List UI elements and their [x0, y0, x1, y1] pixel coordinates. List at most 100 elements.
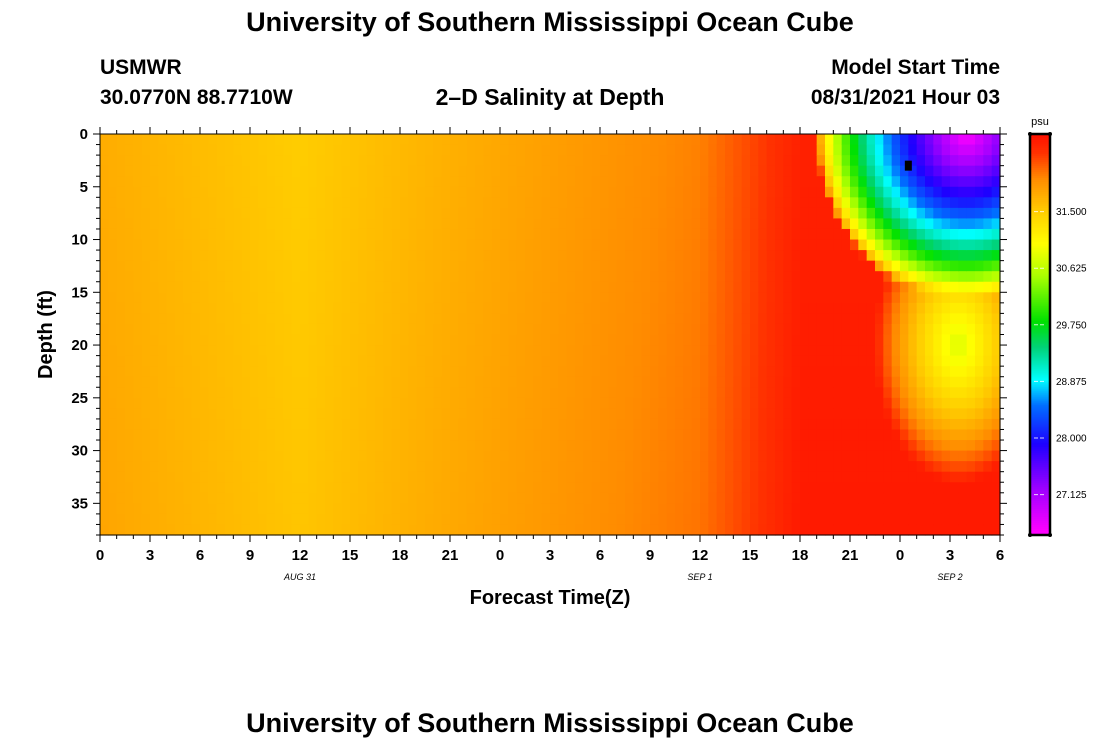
heatmap-cell: [133, 228, 143, 241]
heatmap-cell: [216, 397, 226, 409]
heatmap-cell: [725, 471, 734, 483]
heatmap-cell: [791, 461, 801, 473]
heatmap-cell: [166, 418, 176, 431]
heatmap-cell: [716, 450, 726, 462]
heatmap-cell: [708, 418, 718, 431]
heatmap-cell: [800, 144, 809, 156]
heatmap-cell: [475, 345, 484, 357]
heatmap-cell: [516, 281, 526, 293]
colorbar-swatch: [1031, 448, 1049, 452]
heatmap-cell: [800, 155, 809, 167]
heatmap-cell: [216, 313, 226, 325]
heatmap-cell: [416, 207, 426, 220]
heatmap-cell: [425, 134, 434, 146]
heatmap-cell: [666, 408, 676, 420]
heatmap-cell: [433, 144, 443, 156]
heatmap-cell: [608, 503, 618, 515]
heatmap-cell: [733, 440, 743, 452]
heatmap-cell: [708, 440, 718, 452]
heatmap-cell: [283, 250, 293, 262]
heatmap-cell: [833, 218, 843, 230]
heatmap-cell: [950, 387, 959, 399]
heatmap-cell: [441, 513, 451, 526]
colorbar-corner: [1048, 533, 1052, 537]
heatmap-cell: [208, 503, 218, 515]
heatmap-cell: [333, 482, 343, 494]
heatmap-cell: [208, 271, 218, 283]
heatmap-cell: [933, 250, 943, 262]
heatmap-cell: [733, 239, 743, 251]
colorbar-swatch: [1031, 156, 1049, 159]
heatmap-cell: [283, 366, 293, 378]
heatmap-cell: [733, 355, 743, 367]
heatmap-cell: [833, 260, 843, 272]
heatmap-cell: [533, 513, 543, 526]
heatmap-cell: [600, 482, 609, 494]
colorbar-swatch: [1031, 420, 1049, 424]
heatmap-cell: [466, 271, 476, 283]
heatmap-cell: [925, 440, 934, 452]
heatmap-cell: [941, 397, 951, 409]
heatmap-cell: [891, 281, 901, 293]
heatmap-cell: [675, 524, 684, 536]
heatmap-cell: [866, 165, 876, 177]
heatmap-cell: [258, 302, 268, 314]
heatmap-cell: [666, 345, 676, 357]
heatmap-cell: [825, 323, 834, 336]
heatmap-cell: [633, 355, 643, 367]
heatmap-cell: [125, 366, 134, 378]
colorbar-corner: [1028, 132, 1032, 136]
heatmap-cell: [550, 355, 559, 367]
heatmap-cell: [950, 207, 959, 220]
heatmap-cell: [416, 397, 426, 409]
heatmap-cell: [850, 292, 859, 304]
colorbar-swatch: [1031, 298, 1049, 302]
colorbar-unit-label: psu: [1031, 116, 1049, 128]
heatmap-cell: [766, 323, 776, 336]
heatmap-cell: [891, 482, 901, 494]
heatmap-cell: [733, 524, 743, 536]
heatmap-cell: [950, 366, 959, 378]
heatmap-cell: [500, 134, 509, 146]
heatmap-cell: [108, 218, 118, 230]
heatmap-cell: [916, 197, 926, 209]
heatmap-cell: [966, 207, 976, 220]
heatmap-cell: [408, 197, 418, 209]
heatmap-cell: [375, 313, 384, 325]
heatmap-cell: [166, 429, 176, 441]
heatmap-cell: [700, 345, 709, 357]
heatmap-cell: [591, 345, 601, 357]
heatmap-cell: [300, 461, 309, 473]
heatmap-cell: [941, 260, 951, 272]
heatmap-cell: [525, 524, 534, 536]
colorbar-swatch: [1031, 424, 1049, 428]
heatmap-cell: [325, 366, 334, 378]
heatmap-cell: [316, 334, 326, 346]
heatmap-cell: [683, 513, 693, 526]
heatmap-cell: [600, 207, 609, 220]
colorbar-swatch: [1031, 504, 1049, 508]
heatmap-cell: [666, 281, 676, 293]
heatmap-cell: [866, 239, 876, 251]
heatmap-cell: [966, 461, 976, 473]
heatmap-cell: [100, 345, 109, 357]
heatmap-cell: [933, 471, 943, 483]
heatmap-cell: [633, 197, 643, 209]
heatmap-cell: [633, 218, 643, 230]
heatmap-cell: [450, 450, 459, 462]
heatmap-cell: [550, 197, 559, 209]
colorbar-swatch: [1031, 336, 1049, 340]
colorbar-swatch: [1031, 270, 1049, 273]
heatmap-cell: [991, 450, 1001, 462]
heatmap-cell: [116, 207, 126, 220]
heatmap-cell: [508, 376, 518, 388]
heatmap-cell: [341, 503, 351, 515]
heatmap-cell: [291, 134, 301, 146]
heatmap-cell: [800, 524, 809, 536]
heatmap-cell: [216, 492, 226, 504]
heatmap-cell: [233, 176, 243, 188]
heatmap-cell: [133, 334, 143, 346]
colorbar-swatch: [1031, 328, 1049, 332]
heatmap-cell: [266, 345, 276, 357]
heatmap-cell: [633, 376, 643, 388]
